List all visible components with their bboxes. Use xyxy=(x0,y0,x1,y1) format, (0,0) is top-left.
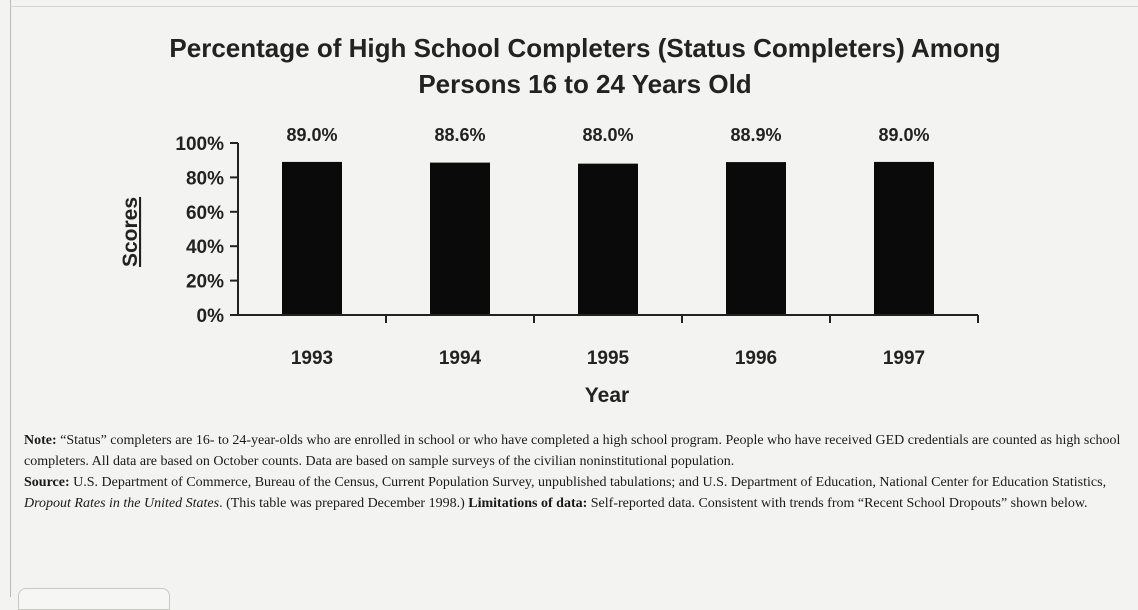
y-tick-label: 60% xyxy=(186,203,224,224)
bar-1993 xyxy=(282,161,342,315)
note-label: Note: xyxy=(24,433,57,448)
top-border xyxy=(10,6,1138,7)
data-label-1994: 88.6% xyxy=(434,125,485,145)
data-label-1996: 88.9% xyxy=(730,125,781,145)
chart-title: Percentage of High School Completers (St… xyxy=(169,33,1001,99)
bar-1997 xyxy=(874,161,934,315)
source-text: U.S. Department of Commerce, Bureau of t… xyxy=(69,475,1107,490)
chart-page: Percentage of High School Completers (St… xyxy=(10,0,1138,610)
y-tick-label: 80% xyxy=(186,168,224,189)
source-label: Source: xyxy=(24,475,70,490)
limitations-label: Limitations of data: xyxy=(468,496,588,511)
chart-notes: Note: “Status” completers are 16- to 24-… xyxy=(24,430,1124,514)
data-label-1997: 89.0% xyxy=(878,125,929,145)
source-publication: Dropout Rates in the United States xyxy=(24,496,220,511)
bar-chart: 0%20%40%60%80%100% 89.0% 88.6% 88.0% 88.9% 8… xyxy=(119,125,979,407)
bar-1996 xyxy=(726,162,786,315)
y-tick-label: 40% xyxy=(186,237,224,258)
y-axis-title: Scores xyxy=(119,197,142,267)
x-tick-label-1994: 1994 xyxy=(439,348,482,369)
source-text-2: . (This table was prepared December 1998… xyxy=(219,496,469,511)
y-tick-label: 20% xyxy=(186,272,224,293)
x-tick-label-1997: 1997 xyxy=(883,348,925,369)
left-border xyxy=(10,0,11,597)
y-axis-ticks: 0% 20% 40% 60% 80% 100% xyxy=(175,134,238,327)
data-label-1993: 89.0% xyxy=(286,125,337,145)
data-label-1995: 88.0% xyxy=(582,125,633,145)
y-tick-label: 100% xyxy=(175,134,224,155)
bottom-tab xyxy=(18,588,170,610)
bars xyxy=(282,161,934,315)
y-tick-label: 0% xyxy=(197,306,225,327)
source-paragraph: Source: U.S. Department of Commerce, Bur… xyxy=(24,472,1124,514)
x-tick-label-1995: 1995 xyxy=(587,348,630,369)
note-text: “Status” completers are 16- to 24-year-o… xyxy=(24,433,1121,469)
bar-1994 xyxy=(430,162,490,315)
x-tick-label-1993: 1993 xyxy=(291,348,333,369)
x-axis-title: Year xyxy=(585,384,629,407)
x-tick-label-1996: 1996 xyxy=(735,348,777,369)
data-labels: 89.0% 88.6% 88.0% 88.9% 89.0% xyxy=(286,125,929,145)
note-paragraph: Note: “Status” completers are 16- to 24-… xyxy=(24,430,1124,472)
limitations-text: Self-reported data. Consistent with tren… xyxy=(587,496,1088,511)
x-axis-ticks: 1993 1994 1995 1996 1997 xyxy=(291,315,979,369)
bar-1995 xyxy=(578,163,638,315)
